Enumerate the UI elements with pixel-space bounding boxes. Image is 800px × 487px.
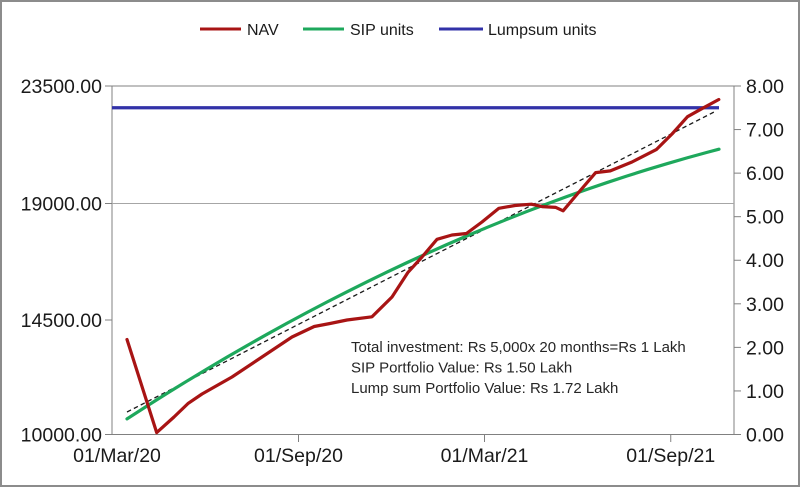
svg-text:14500.00: 14500.00 <box>21 310 102 332</box>
svg-text:19000.00: 19000.00 <box>21 194 102 216</box>
svg-text:6.00: 6.00 <box>746 163 784 185</box>
svg-text:10000.00: 10000.00 <box>21 425 102 447</box>
svg-text:01/Mar/20: 01/Mar/20 <box>73 445 161 467</box>
svg-text:2.00: 2.00 <box>746 337 784 359</box>
svg-text:01/Sep/20: 01/Sep/20 <box>254 445 343 467</box>
svg-text:3.00: 3.00 <box>746 294 784 316</box>
svg-text:8.00: 8.00 <box>746 76 784 98</box>
svg-text:0.00: 0.00 <box>746 425 784 447</box>
svg-text:Lumpsum units: Lumpsum units <box>488 22 597 39</box>
svg-text:01/Sep/21: 01/Sep/21 <box>626 445 715 467</box>
svg-text:23500.00: 23500.00 <box>21 76 102 98</box>
svg-text:SIP units: SIP units <box>350 22 414 39</box>
svg-text:4.00: 4.00 <box>746 250 784 272</box>
svg-text:01/Mar/21: 01/Mar/21 <box>441 445 529 467</box>
svg-text:Lump sum Portfolio Value: Rs 1: Lump sum Portfolio Value: Rs 1.72 Lakh <box>351 380 618 397</box>
svg-text:Total investment: Rs 5,000x 20: Total investment: Rs 5,000x 20 months=Rs… <box>351 339 686 356</box>
svg-text:7.00: 7.00 <box>746 120 784 142</box>
svg-text:SIP Portfolio Value: Rs 1.50 L: SIP Portfolio Value: Rs 1.50 Lakh <box>351 360 572 377</box>
svg-text:NAV: NAV <box>247 22 279 39</box>
svg-text:5.00: 5.00 <box>746 207 784 229</box>
svg-text:1.00: 1.00 <box>746 381 784 403</box>
